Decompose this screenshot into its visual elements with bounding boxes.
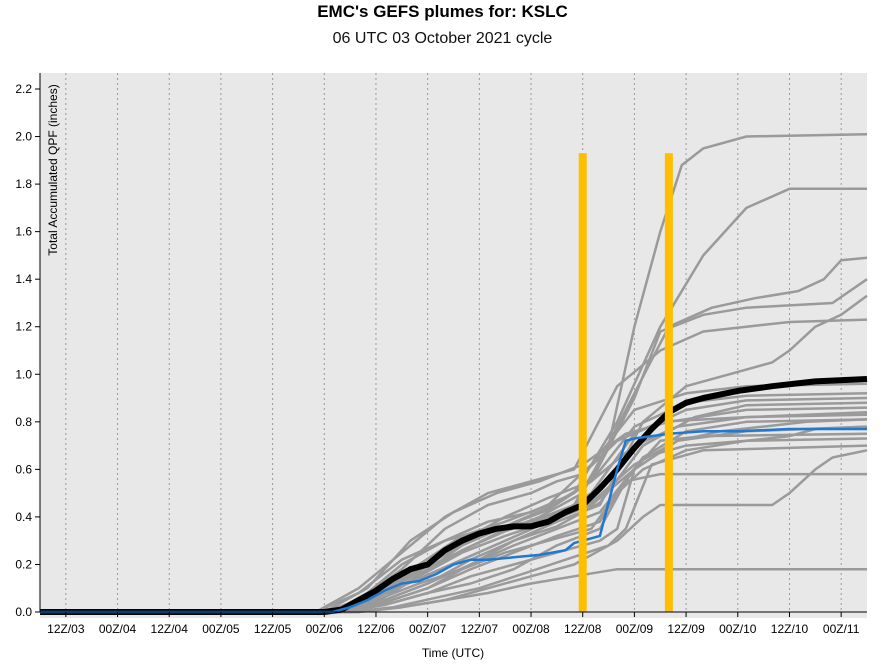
y-axis-title: Total Accumulated QPF (inches) — [46, 84, 60, 255]
x-axis-title: Time (UTC) — [422, 646, 484, 660]
member-line — [40, 472, 867, 614]
x-tick-label: 12Z/06 — [357, 622, 395, 636]
y-tick-label: 2.0 — [15, 130, 32, 144]
x-tick-label: 00Z/10 — [719, 622, 757, 636]
y-tick-label: 0.4 — [15, 510, 32, 524]
member-line — [40, 437, 868, 614]
member-line — [40, 401, 868, 614]
y-tick-label: 1.2 — [15, 320, 32, 334]
y-tick-label: 2.2 — [15, 82, 32, 96]
plot-area — [40, 73, 867, 618]
y-tick-label: 0.6 — [15, 462, 32, 476]
y-tick-label: 0.0 — [15, 605, 32, 619]
mean-line — [40, 376, 868, 615]
x-tick-label: 12Z/10 — [771, 622, 809, 636]
axes — [35, 73, 867, 617]
y-tick-label: 0.8 — [15, 415, 32, 429]
x-tick-labels: 12Z/03 00Z/04 12Z/04 00Z/05 12Z/05 00Z/06 12Z/… — [47, 622, 860, 636]
y-tick-label: 0.2 — [15, 557, 32, 571]
x-tick-label: 00Z/05 — [202, 622, 240, 636]
x-tick-label: 12Z/08 — [564, 622, 602, 636]
vertical-marker-bar — [578, 153, 587, 612]
x-tick-label: 12Z/07 — [461, 622, 499, 636]
chart-subtitle: 06 UTC 03 October 2021 cycle — [332, 30, 553, 47]
x-tick-label: 12Z/04 — [151, 622, 189, 636]
y-tick-label: 1.4 — [15, 272, 32, 286]
x-tick-label: 00Z/07 — [409, 622, 447, 636]
y-tick-labels: 0.0 0.2 0.4 0.6 0.8 1.0 1.2 1.4 1.6 1.8 2.0 2.2 — [15, 82, 32, 619]
y-tick-label: 1.0 — [15, 367, 32, 381]
x-tick-label: 12Z/03 — [47, 622, 85, 636]
x-tick-label: 00Z/04 — [99, 622, 137, 636]
chart-title: EMC's GEFS plumes for: KSLC — [317, 2, 568, 21]
vertical-markers — [578, 153, 673, 612]
mean-line-group — [40, 376, 868, 615]
y-tick-label: 1.8 — [15, 177, 32, 191]
x-tick-label: 12Z/09 — [667, 622, 705, 636]
vertical-marker-bar — [664, 153, 673, 612]
x-tick-label: 00Z/11 — [823, 622, 860, 636]
x-tick-label: 12Z/05 — [254, 622, 292, 636]
y-tick-label: 1.6 — [15, 225, 32, 239]
x-tick-label: 00Z/08 — [512, 622, 550, 636]
member-line — [40, 567, 867, 614]
x-tick-label: 00Z/06 — [306, 622, 344, 636]
member-line — [40, 425, 868, 614]
x-tick-label: 00Z/09 — [616, 622, 654, 636]
